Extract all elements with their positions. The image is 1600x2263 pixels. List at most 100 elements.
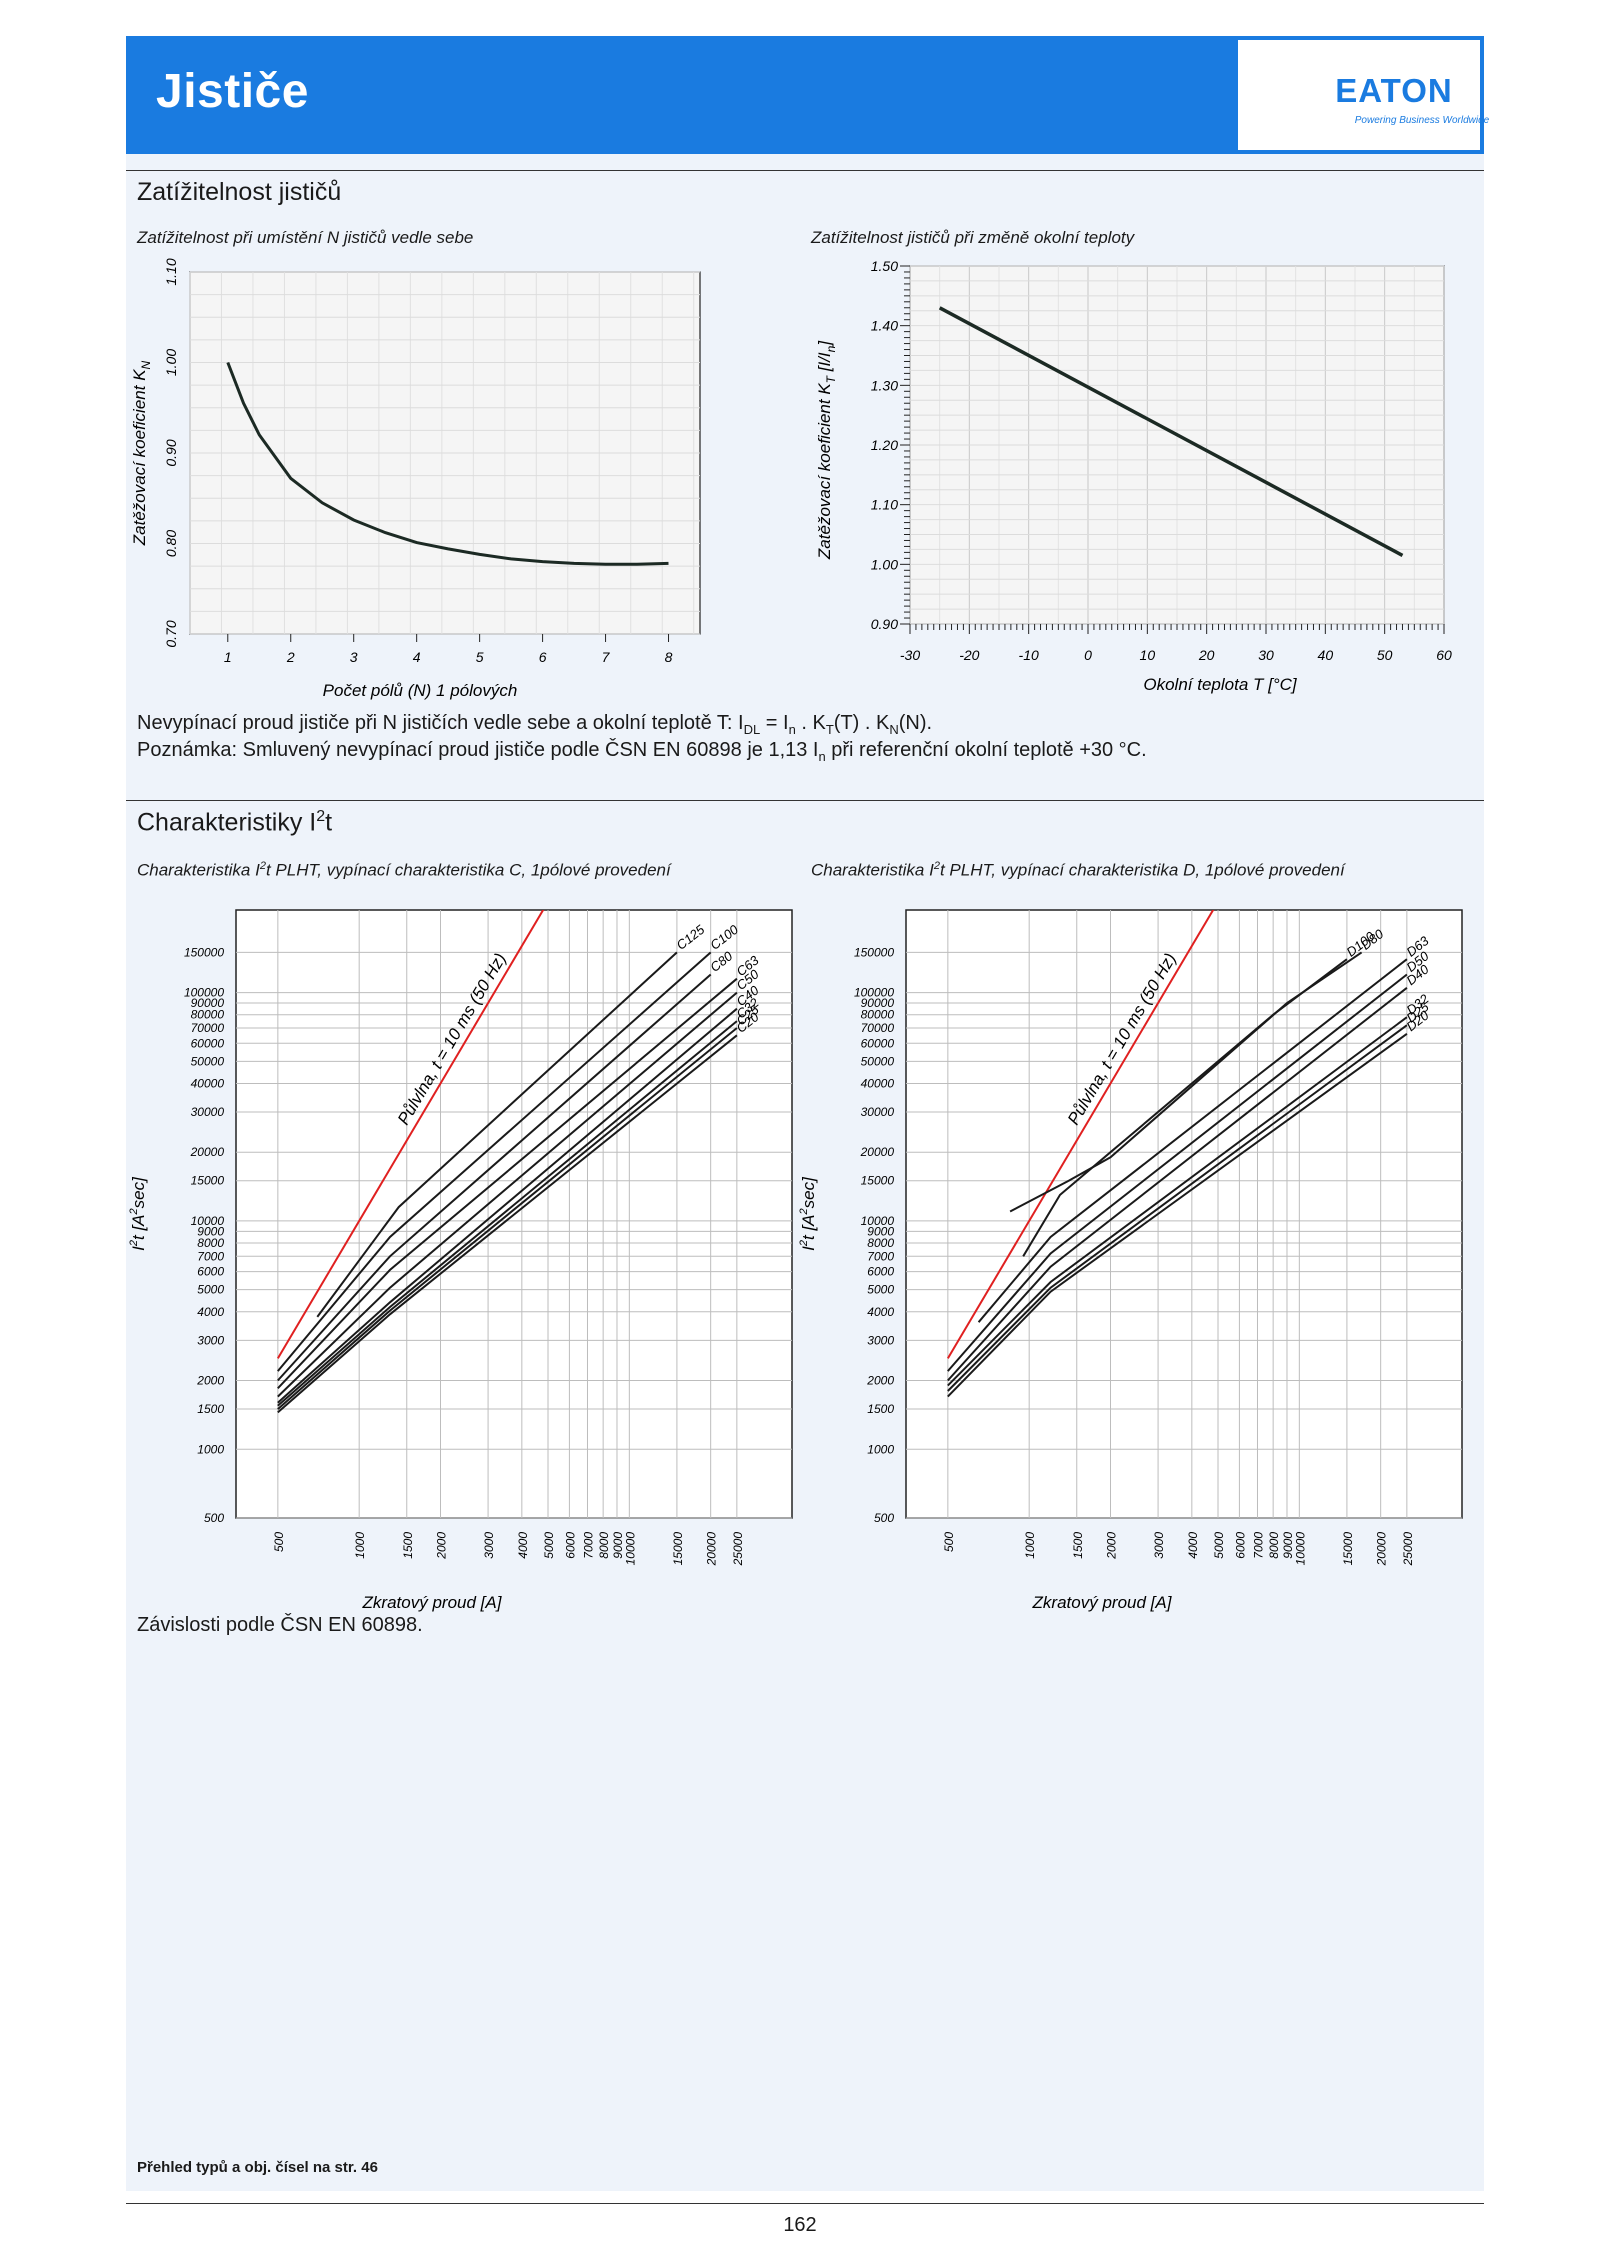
chart3-xtick-label: 9000: [611, 1532, 625, 1559]
chart4-xtick-label: 6000: [1233, 1532, 1247, 1559]
chart3-ytick-label: 3000: [197, 1333, 224, 1347]
chart4-ytick-label: 70000: [861, 1021, 895, 1035]
chart-i2t-c: 500 1000 1500 2000 3000 4000 5000 6000 7000 8000 9…: [128, 909, 793, 1612]
chart1-xlabel: Počet pólů (N) 1 pólových: [323, 681, 518, 700]
section-title-zatizitelnost: Zatížitelnost jističů: [137, 178, 342, 206]
chart3-series-C125: [316, 951, 678, 1318]
svg-text:EATON: EATON: [1335, 72, 1452, 109]
chart1-xtick-label: 4: [413, 649, 421, 665]
chart3-ticks: 500 1000 1500 2000 3000 4000 5000 6000 7000 8000 9…: [184, 945, 745, 1566]
chart2-xtick-label: 10: [1140, 647, 1156, 663]
chart3-ytick-label: 1500: [197, 1402, 224, 1416]
chart3-ytick-label: 100000: [184, 986, 224, 1000]
chart3-series-C63: [277, 977, 738, 1389]
chart3-ytick-label: 60000: [191, 1036, 225, 1050]
chart3-ytick-label: 90000: [191, 996, 225, 1010]
chart4-xtick-label: 2000: [1105, 1532, 1119, 1560]
chart3-xtick-label: 25000: [731, 1532, 745, 1567]
chart3-ytick-label: 70000: [191, 1021, 225, 1035]
chart4-ytick-label: 7000: [867, 1249, 894, 1263]
chart-i2t-d: 500 1000 1500 2000 3000 4000 5000 6000 7000 8000 9…: [798, 909, 1463, 1612]
chart4-xtick-label: 4000: [1186, 1532, 1200, 1559]
chart1-ytick-label: 0.70: [163, 620, 179, 647]
chart3-halfwave-line: [276, 910, 545, 1359]
chart2-ticks: -30 -20 -10 0 10 20 30 40 50 60 0.90 1.00 1.10 1.20 1.…: [871, 258, 1452, 663]
chart2-ytick-label: 1.50: [871, 258, 898, 274]
chart3-title: Charakteristika I2t PLHT, vypínací chara…: [137, 860, 671, 880]
chart4-series-D50: [947, 973, 1408, 1372]
chart4-xtick-label: 25000: [1401, 1532, 1415, 1567]
chart2-xtick-label: -30: [900, 647, 920, 663]
footer-divider: [126, 2203, 1484, 2204]
chart3-xtick-label: 15000: [671, 1532, 685, 1566]
chart3-xtick-label: 7000: [581, 1532, 595, 1559]
section-divider-1: [126, 170, 1484, 171]
chart3-xtick-label: 1000: [353, 1532, 367, 1559]
chart-kt-vs-temperature: -30 -20 -10 0 10 20 30 40 50 60 0.90 1.00 1.10 1.20 1.…: [815, 258, 1452, 694]
chart4-ytick-label: 500: [874, 1511, 894, 1525]
chart4-series-D20: [947, 1032, 1408, 1398]
chart1-title: Zatížitelnost při umístění N jističů ved…: [137, 228, 474, 247]
chart4-ytick-label: 4000: [867, 1305, 894, 1319]
chart3-ytick-label: 20000: [190, 1145, 225, 1159]
chart4-xtick-label: 9000: [1281, 1532, 1295, 1559]
chart4-xtick-label: 500: [942, 1532, 956, 1552]
page-number: 162: [783, 2214, 817, 2236]
chart1-ticks: 1 2 3 4 5 6 7 8 0.70 0.80 0.90 1.00 1.10: [163, 258, 673, 665]
chart1-series-line: [226, 361, 669, 566]
chart4-series-D80: [1009, 951, 1363, 1213]
chart3-gridlines: [236, 910, 792, 1519]
chart4-ytick-label: 30000: [861, 1105, 895, 1119]
chart3-ytick-label: 500: [204, 1511, 224, 1525]
chart-kn-vs-poles: 1 2 3 4 5 6 7 8 0.70 0.80 0.90 1.00 1.10 Počet pólů …: [130, 258, 701, 700]
chart1-gridlines: [189, 271, 700, 635]
chart3-ylabel: I2t [A2sec]: [128, 1176, 148, 1251]
eaton-logo-mark: EATON Powering Business Worldwide: [1335, 72, 1489, 126]
chart2-xtick-label: 0: [1084, 647, 1092, 663]
chart4-series-D32: [947, 1016, 1408, 1387]
chart3-ytick-label: 5000: [197, 1283, 224, 1297]
chart3-ytick-label: 4000: [197, 1305, 224, 1319]
chart4-ytick-label: 6000: [867, 1265, 894, 1279]
chart3-series-C20: [277, 1034, 738, 1414]
chart3-ytick-label: 150000: [184, 945, 224, 959]
chart3-ytick-label: 7000: [197, 1249, 224, 1263]
chart4-ytick-label: 2000: [866, 1374, 894, 1388]
chart2-ytick-label: 1.40: [871, 318, 898, 334]
chart3-series-C40: [277, 1007, 738, 1404]
chart4-ytick-label: 9000: [867, 1224, 894, 1238]
chart4-xtick-label: 8000: [1267, 1532, 1281, 1559]
chart3-ytick-label: 15000: [191, 1174, 225, 1188]
chart4-ytick-label: 10000: [861, 1214, 895, 1228]
chart4-ytick-label: 50000: [861, 1054, 895, 1068]
chart3-xtick-label: 10000: [623, 1532, 637, 1566]
chart1-xtick-label: 7: [602, 649, 611, 665]
chart4-xtick-label: 15000: [1341, 1532, 1355, 1566]
chart2-xtick-label: 50: [1377, 647, 1393, 663]
standards-note: Závislosti podle ČSN EN 60898.: [137, 1614, 423, 1636]
chart2-xlabel: Okolní teplota T [°C]: [1143, 675, 1298, 694]
chart4-ylabel: I2t [A2sec]: [798, 1176, 818, 1251]
chart3-xtick-label: 8000: [597, 1532, 611, 1559]
chart3-xlabel: Zkratový proud [A]: [362, 1593, 503, 1612]
chart4-ticks: 500 1000 1500 2000 3000 4000 5000 6000 7000 8000 9…: [854, 945, 1415, 1566]
chart4-xtick-label: 1000: [1023, 1532, 1037, 1559]
chart3-xtick-label: 2000: [435, 1532, 449, 1560]
chart2-xtick-label: 20: [1198, 647, 1215, 663]
chart4-gridlines: [906, 910, 1462, 1519]
eaton-logo: EATON Powering Business Worldwide: [1236, 38, 1490, 152]
chart1-xtick-label: 2: [286, 649, 295, 665]
chart4-xtick-label: 10000: [1293, 1532, 1307, 1566]
section-title-charakteristiky: Charakteristiky I2t: [137, 808, 333, 837]
chart4-halfwave-line: [946, 910, 1215, 1359]
chart1-xtick-label: 8: [665, 649, 673, 665]
chart4-ytick-label: 80000: [861, 1008, 895, 1022]
chart3-ytick-label: 2000: [196, 1374, 224, 1388]
page-title: Jističe: [156, 65, 309, 118]
chart3-ytick-label: 10000: [191, 1214, 225, 1228]
chart3-xtick-label: 500: [272, 1532, 286, 1552]
chart3-xtick-label: 3000: [482, 1532, 496, 1559]
chart4-ytick-label: 150000: [854, 945, 894, 959]
note-text: Poznámka: Smluvený nevypínací proud jist…: [137, 739, 1147, 764]
